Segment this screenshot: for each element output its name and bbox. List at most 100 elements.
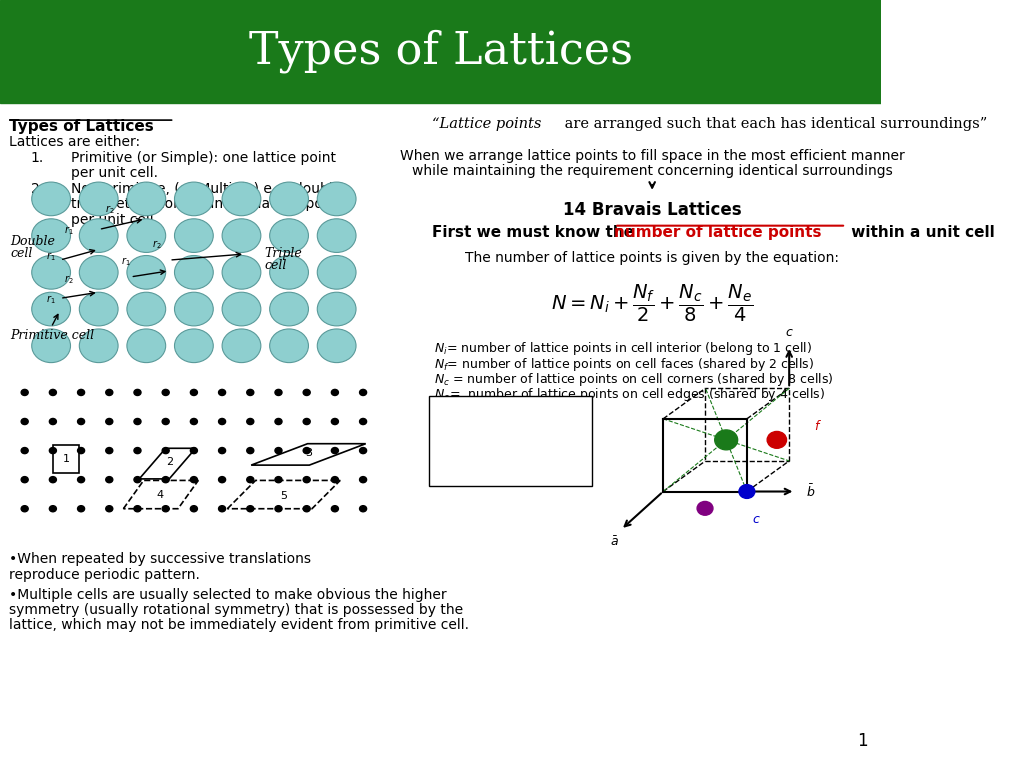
Circle shape xyxy=(21,389,29,396)
Circle shape xyxy=(331,477,338,483)
Text: $r_1$: $r_1$ xyxy=(64,224,73,237)
Circle shape xyxy=(714,430,737,450)
Circle shape xyxy=(32,292,70,326)
Text: 3: 3 xyxy=(305,448,312,458)
Circle shape xyxy=(222,329,261,363)
Circle shape xyxy=(222,292,261,326)
Circle shape xyxy=(331,506,338,512)
Text: $r_2$: $r_2$ xyxy=(105,203,115,216)
Circle shape xyxy=(331,448,338,454)
Circle shape xyxy=(247,418,254,425)
Circle shape xyxy=(133,389,141,396)
Text: $N_e$=  number of lattice points on cell edges (shared by 4 cells): $N_e$= number of lattice points on cell … xyxy=(433,386,824,403)
Circle shape xyxy=(162,389,169,396)
Circle shape xyxy=(162,448,169,454)
Text: triple, etc.: more than one lattice point: triple, etc.: more than one lattice poin… xyxy=(70,197,340,211)
Circle shape xyxy=(174,219,213,252)
Text: Types of Lattices: Types of Lattices xyxy=(249,30,632,73)
Circle shape xyxy=(77,389,85,396)
Text: “Lattice points: “Lattice points xyxy=(431,117,541,131)
Text: f: f xyxy=(813,420,817,432)
Text: number of lattice points: number of lattice points xyxy=(613,225,821,240)
Circle shape xyxy=(275,506,281,512)
Circle shape xyxy=(247,477,254,483)
Text: Primitive cell: Primitive cell xyxy=(10,329,95,342)
Circle shape xyxy=(360,506,366,512)
Text: 1.: 1. xyxy=(31,151,44,164)
Circle shape xyxy=(32,219,70,252)
Text: $\bar{b}$: $\bar{b}$ xyxy=(805,483,814,500)
Text: 2.: 2. xyxy=(31,182,44,196)
Circle shape xyxy=(218,506,225,512)
Text: $\bar{a}$: $\bar{a}$ xyxy=(609,536,619,549)
FancyBboxPatch shape xyxy=(429,396,592,486)
Circle shape xyxy=(106,418,113,425)
Text: f: f xyxy=(444,421,449,434)
Text: $N = N_i + \dfrac{N_f}{2} + \dfrac{N_c}{8} + \dfrac{N_e}{4}$: $N = N_i + \dfrac{N_f}{2} + \dfrac{N_c}{… xyxy=(550,283,753,324)
Text: c: c xyxy=(444,435,451,448)
Circle shape xyxy=(49,389,56,396)
Circle shape xyxy=(32,256,70,289)
Text: Double: Double xyxy=(10,235,55,248)
Text: =edge: =edge xyxy=(460,448,501,461)
Text: Primitive (or Simple): one lattice point: Primitive (or Simple): one lattice point xyxy=(70,151,335,164)
Text: c: c xyxy=(752,513,758,526)
Circle shape xyxy=(303,448,310,454)
Circle shape xyxy=(317,219,356,252)
Text: 5: 5 xyxy=(280,490,287,501)
Circle shape xyxy=(303,418,310,425)
Text: When we arrange lattice points to fill space in the most efficient manner: When we arrange lattice points to fill s… xyxy=(399,149,904,163)
Circle shape xyxy=(79,256,118,289)
Circle shape xyxy=(222,219,261,252)
Circle shape xyxy=(191,477,198,483)
Circle shape xyxy=(32,329,70,363)
Text: $N_i$= number of lattice points in cell interior (belong to 1 cell): $N_i$= number of lattice points in cell … xyxy=(433,340,811,357)
Circle shape xyxy=(269,256,308,289)
Circle shape xyxy=(247,506,254,512)
Text: $r_2$: $r_2$ xyxy=(64,273,73,286)
Text: = face: = face xyxy=(460,421,501,434)
Circle shape xyxy=(162,506,169,512)
Circle shape xyxy=(133,477,141,483)
Circle shape xyxy=(222,182,261,216)
Circle shape xyxy=(21,448,29,454)
Text: Lattices are either:: Lattices are either: xyxy=(9,135,140,149)
Text: 1: 1 xyxy=(62,454,69,464)
Text: = corner: = corner xyxy=(460,435,515,448)
Circle shape xyxy=(331,418,338,425)
Circle shape xyxy=(331,389,338,396)
Circle shape xyxy=(126,182,165,216)
Circle shape xyxy=(133,448,141,454)
Circle shape xyxy=(174,292,213,326)
Circle shape xyxy=(269,292,308,326)
Text: lattice, which may not be immediately evident from primitive cell.: lattice, which may not be immediately ev… xyxy=(9,618,469,632)
Circle shape xyxy=(269,219,308,252)
Circle shape xyxy=(303,477,310,483)
Circle shape xyxy=(77,477,85,483)
Text: = interior: = interior xyxy=(460,407,520,420)
Text: 2: 2 xyxy=(165,457,172,467)
Text: •When repeated by successive translations: •When repeated by successive translation… xyxy=(9,552,311,566)
Circle shape xyxy=(79,219,118,252)
Circle shape xyxy=(174,329,213,363)
Text: per unit cell.: per unit cell. xyxy=(70,213,157,226)
Text: are arranged such that each has identical surroundings”: are arranged such that each has identica… xyxy=(559,117,986,131)
Circle shape xyxy=(162,477,169,483)
Circle shape xyxy=(21,477,29,483)
Circle shape xyxy=(360,418,366,425)
Text: $N_f$= number of lattice points on cell faces (shared by 2 cells): $N_f$= number of lattice points on cell … xyxy=(433,356,813,373)
Circle shape xyxy=(106,506,113,512)
Circle shape xyxy=(79,329,118,363)
Circle shape xyxy=(317,292,356,326)
Circle shape xyxy=(275,448,281,454)
Circle shape xyxy=(218,418,225,425)
Circle shape xyxy=(133,506,141,512)
Bar xyxy=(0,0,880,103)
Circle shape xyxy=(77,418,85,425)
Circle shape xyxy=(303,506,310,512)
Circle shape xyxy=(126,292,165,326)
Text: cell: cell xyxy=(10,247,33,260)
Circle shape xyxy=(275,477,281,483)
Circle shape xyxy=(126,256,165,289)
Text: within a unit cell: within a unit cell xyxy=(845,225,994,240)
